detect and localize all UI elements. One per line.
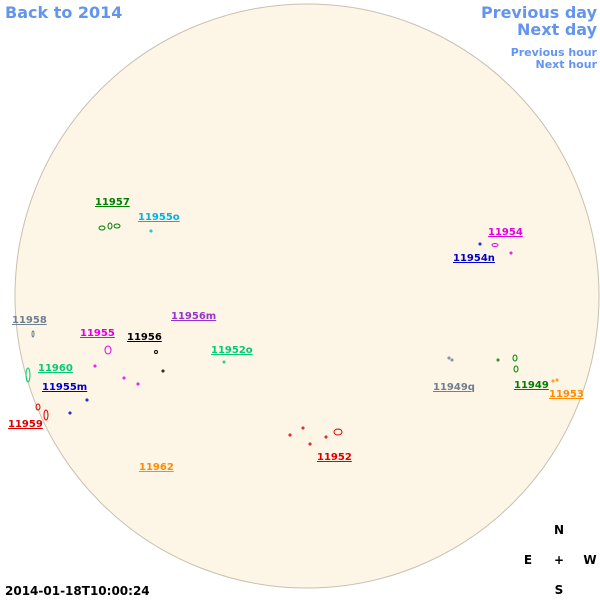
region-label[interactable]: 11957	[95, 197, 130, 208]
region-label[interactable]: 11949q	[433, 382, 475, 393]
region-label[interactable]: 11955	[80, 328, 115, 339]
compass-south: S	[555, 583, 564, 597]
region-label[interactable]: 11955m	[42, 382, 87, 393]
region-label[interactable]: 11955o	[138, 212, 180, 223]
previous-day-link[interactable]: Previous day	[481, 3, 598, 22]
back-link[interactable]: Back to 2014	[5, 3, 122, 22]
compass-center: +	[554, 553, 564, 567]
region-label[interactable]: 11954	[488, 227, 523, 238]
region-label[interactable]: 11958	[12, 315, 47, 326]
solar-disk	[14, 3, 600, 589]
previous-hour-link[interactable]: Previous hour	[511, 46, 598, 59]
timestamp: 2014-01-18T10:00:24	[5, 584, 150, 598]
contours	[25, 222, 559, 446]
compass-east: E	[524, 553, 532, 567]
compass-north: N	[554, 523, 564, 537]
region-label[interactable]: 11956	[127, 332, 162, 343]
region-label[interactable]: 11962	[139, 462, 174, 473]
next-day-link[interactable]: Next day	[517, 20, 598, 39]
region-label[interactable]: 11949	[514, 380, 549, 391]
region-label[interactable]: 11953	[549, 389, 584, 400]
region-label[interactable]: 11952	[317, 452, 352, 463]
region-label[interactable]: 11952o	[211, 345, 253, 356]
next-hour-link[interactable]: Next hour	[536, 58, 598, 71]
region-label[interactable]: 11959	[8, 419, 43, 430]
region-label[interactable]: 11960	[38, 363, 73, 374]
compass-west: W	[583, 553, 596, 567]
region-label[interactable]: 11954n	[453, 253, 495, 264]
region-label[interactable]: 11956m	[171, 311, 216, 322]
